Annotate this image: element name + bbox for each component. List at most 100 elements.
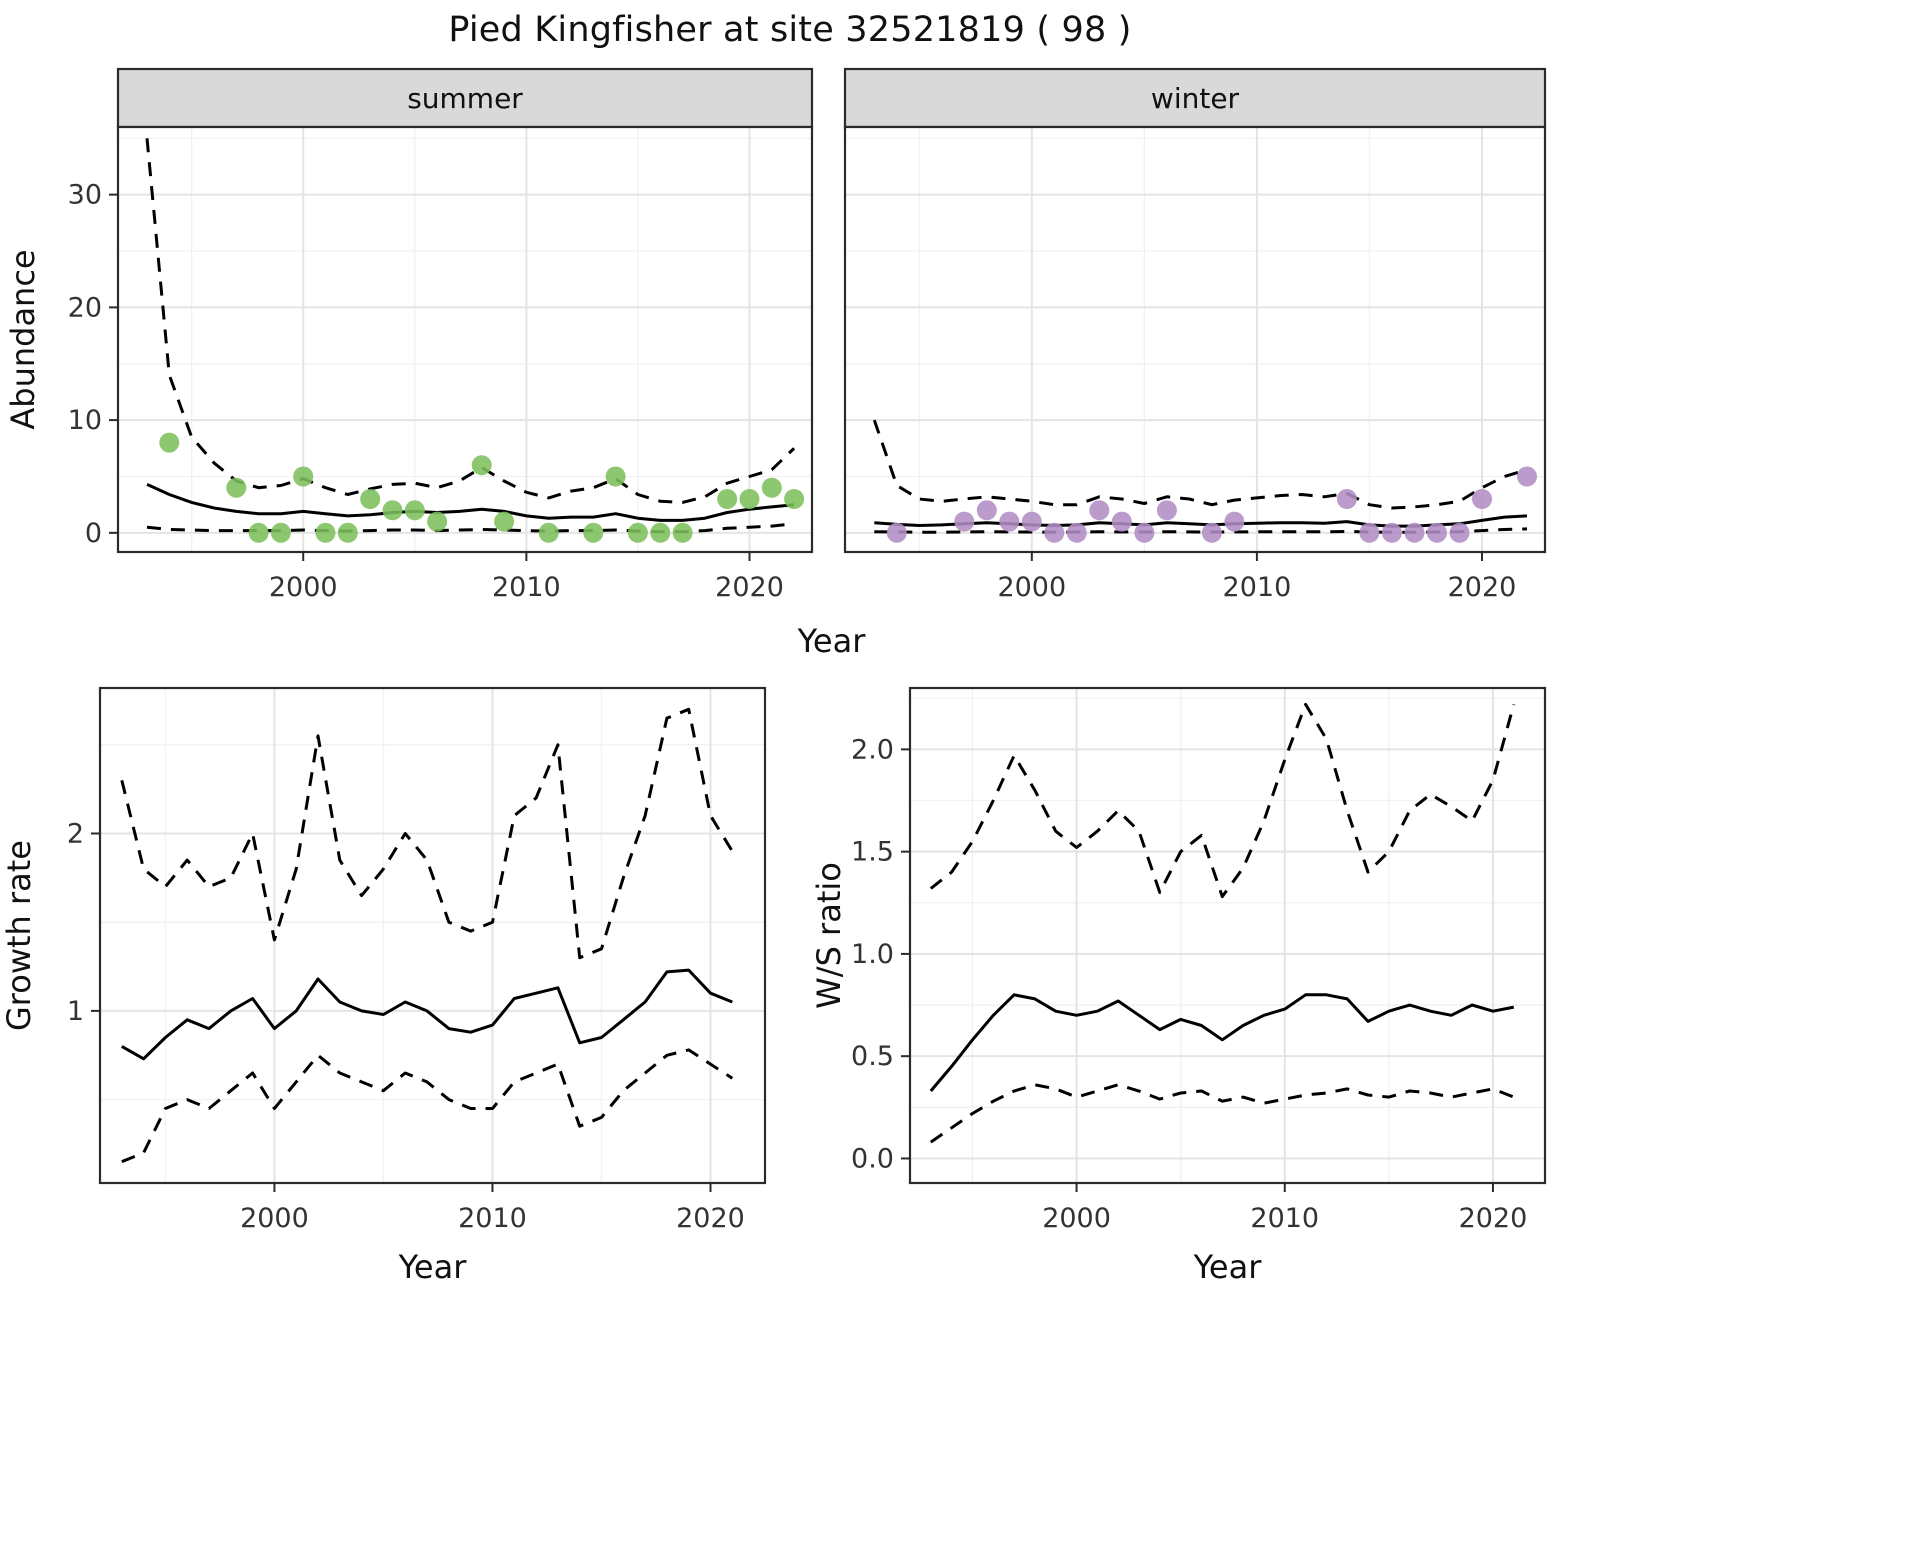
observation-point	[886, 522, 907, 543]
figure-title: Pied Kingfisher at site 32521819 ( 98 )	[448, 10, 1132, 50]
observation-point	[1089, 500, 1110, 521]
observation-point	[1472, 489, 1492, 509]
panel-border	[843, 125, 1547, 554]
series-group	[929, 702, 1516, 1144]
observation-point	[226, 477, 247, 498]
series-group	[145, 138, 805, 543]
y-axis-title: Abundance	[4, 249, 42, 429]
x-tick-label: 2020	[676, 1203, 745, 1234]
observation-point	[976, 500, 997, 521]
y-tick-label: 2	[67, 818, 84, 849]
facet-strip-label: summer	[407, 82, 523, 115]
abundance-facet-chart: summer 2000 2010 2020 0 10 20 30 winter 2000 2010 2…	[4, 67, 1547, 660]
observation-point	[954, 511, 975, 532]
facet-strip	[116, 67, 814, 129]
observation-point	[583, 522, 604, 543]
observation-point	[999, 511, 1020, 532]
x-tick-label: 2000	[997, 572, 1066, 603]
x-tick-label: 2010	[492, 572, 561, 603]
fit-line	[146, 483, 795, 522]
facet-strip	[843, 67, 1547, 129]
y-axis-title: Growth rate	[0, 840, 38, 1031]
x-tick-label: 2000	[269, 572, 338, 603]
panel-border	[908, 686, 1547, 1185]
x-tick-label: 2020	[1459, 1203, 1528, 1234]
observation-point	[784, 489, 805, 509]
lower-ci-line	[874, 527, 1528, 534]
y-tick-label: 0	[85, 518, 102, 549]
lower-ci-line	[121, 1048, 734, 1164]
observation-point	[627, 522, 648, 543]
observation-point	[1336, 489, 1357, 509]
series-group	[120, 707, 734, 1164]
y-axis-title: W/S ratio	[810, 862, 848, 1009]
y-tick-label: 0.5	[851, 1041, 894, 1072]
observation-point	[739, 489, 760, 509]
x-tick-label: 2000	[1042, 1203, 1111, 1234]
panel-background	[910, 688, 1545, 1183]
fit-line	[121, 968, 733, 1061]
panel-background	[845, 127, 1545, 552]
growth-and-ratio-charts: 2000 2010 2020 1 2 Year Growth rate 2000 2010 202…	[0, 686, 1547, 1286]
lower-ci-line	[929, 1083, 1515, 1144]
panel-background	[118, 127, 812, 552]
observation-point	[337, 522, 358, 543]
observation-point	[360, 489, 381, 509]
observation-point	[1134, 522, 1155, 543]
panel-background	[100, 688, 765, 1183]
x-axis-title: Year	[797, 622, 867, 660]
panel-border	[98, 686, 767, 1185]
observation-point	[293, 466, 314, 487]
y-tick-label: 1.5	[851, 837, 894, 868]
observation-point	[270, 522, 291, 543]
observation-point	[248, 522, 269, 543]
observation-point	[1066, 522, 1087, 543]
upper-ci-line	[872, 419, 1528, 510]
observation-point	[1224, 511, 1245, 532]
y-tick-label: 20	[68, 292, 102, 323]
observation-point	[672, 522, 693, 543]
y-tick-label: 30	[68, 180, 102, 211]
upper-ci-line	[929, 702, 1516, 899]
observation-point	[605, 466, 626, 487]
observation-point	[717, 489, 738, 509]
observation-point	[382, 500, 403, 521]
x-tick-label: 2000	[240, 1203, 309, 1234]
x-tick-label: 2010	[1250, 1203, 1319, 1234]
observation-point	[1156, 500, 1177, 521]
upper-ci-line	[120, 707, 734, 960]
x-tick-label: 2010	[458, 1203, 527, 1234]
panel-border	[116, 125, 814, 554]
upper-ci-line	[145, 138, 796, 504]
observation-point	[1517, 466, 1537, 487]
observation-point	[761, 477, 782, 498]
y-tick-label: 0.0	[851, 1143, 894, 1174]
observation-point	[1359, 522, 1380, 543]
facet-strip-label: winter	[1151, 82, 1240, 115]
observation-point	[404, 500, 425, 521]
observation-point	[494, 511, 515, 532]
x-axis-title: Year	[398, 1248, 468, 1286]
y-tick-label: 1.0	[851, 939, 894, 970]
observation-point	[471, 455, 492, 476]
observation-point	[650, 522, 671, 543]
x-tick-label: 2010	[1223, 572, 1292, 603]
observation-point	[427, 511, 448, 532]
observation-point	[1381, 522, 1402, 543]
x-tick-label: 2020	[1448, 572, 1517, 603]
observation-point	[538, 522, 559, 543]
observation-point	[1449, 522, 1470, 543]
observation-point	[1201, 522, 1222, 543]
fit-line	[929, 993, 1515, 1092]
observation-point	[1427, 522, 1447, 543]
y-tick-label: 2.0	[851, 734, 894, 765]
y-tick-label: 10	[68, 405, 102, 436]
observation-point	[1404, 522, 1425, 543]
observation-point	[1044, 522, 1065, 543]
observation-point	[159, 432, 180, 453]
observation-point	[315, 522, 336, 543]
observation-point	[1111, 511, 1132, 532]
y-tick-label: 1	[67, 996, 84, 1027]
observation-point	[1021, 511, 1042, 532]
